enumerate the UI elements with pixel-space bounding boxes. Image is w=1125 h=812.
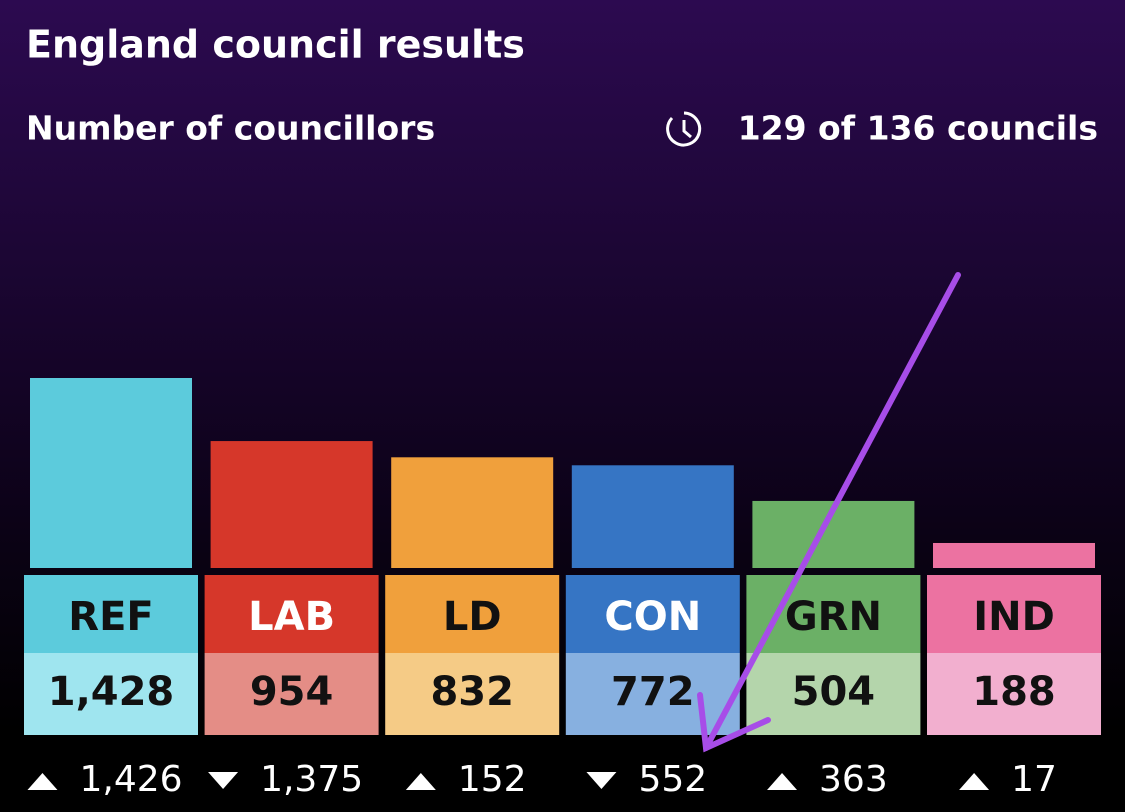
value-label: 188 <box>972 669 1056 715</box>
clock-icon <box>666 111 702 147</box>
category-label: LAB <box>248 594 335 640</box>
change-label: 152 <box>458 759 527 800</box>
change-label: 1,426 <box>79 759 182 800</box>
change-arrow <box>27 773 58 790</box>
chart-subtitle: Number of councillors <box>26 109 435 148</box>
change-label: 363 <box>819 759 888 800</box>
value-label: 1,428 <box>48 669 175 715</box>
category-label: LD <box>443 594 502 640</box>
change-arrow <box>586 772 617 789</box>
bar <box>571 465 734 568</box>
value-box <box>24 653 198 735</box>
label-box <box>565 575 740 653</box>
label-box <box>24 575 198 653</box>
change-label: 552 <box>638 759 707 800</box>
label-box <box>385 575 560 653</box>
change-arrow <box>208 772 239 789</box>
value-label: 504 <box>792 669 876 715</box>
bar <box>30 378 192 568</box>
value-box <box>927 653 1101 735</box>
change-label: 1,375 <box>260 759 363 800</box>
category-label: CON <box>604 594 701 640</box>
chart-title: England council results <box>26 23 525 67</box>
change-label: 17 <box>1011 759 1057 800</box>
value-box <box>565 653 740 735</box>
change-arrow <box>959 773 990 790</box>
bar <box>391 457 554 568</box>
change-arrow <box>405 773 436 790</box>
value-box <box>204 653 379 735</box>
label-box <box>927 575 1101 653</box>
category-label: GRN <box>785 594 882 640</box>
annotation-arrow <box>697 272 961 753</box>
value-label: 772 <box>611 669 695 715</box>
label-box <box>204 575 379 653</box>
value-label: 954 <box>250 669 334 715</box>
value-box <box>385 653 560 735</box>
bar <box>210 441 373 568</box>
change-arrow <box>767 773 798 790</box>
bar <box>933 542 1095 568</box>
value-box <box>746 653 921 735</box>
category-label: REF <box>68 594 153 640</box>
value-label: 832 <box>430 669 514 715</box>
status: 129 of 136 councils <box>738 109 1098 148</box>
category-label: IND <box>973 594 1055 640</box>
